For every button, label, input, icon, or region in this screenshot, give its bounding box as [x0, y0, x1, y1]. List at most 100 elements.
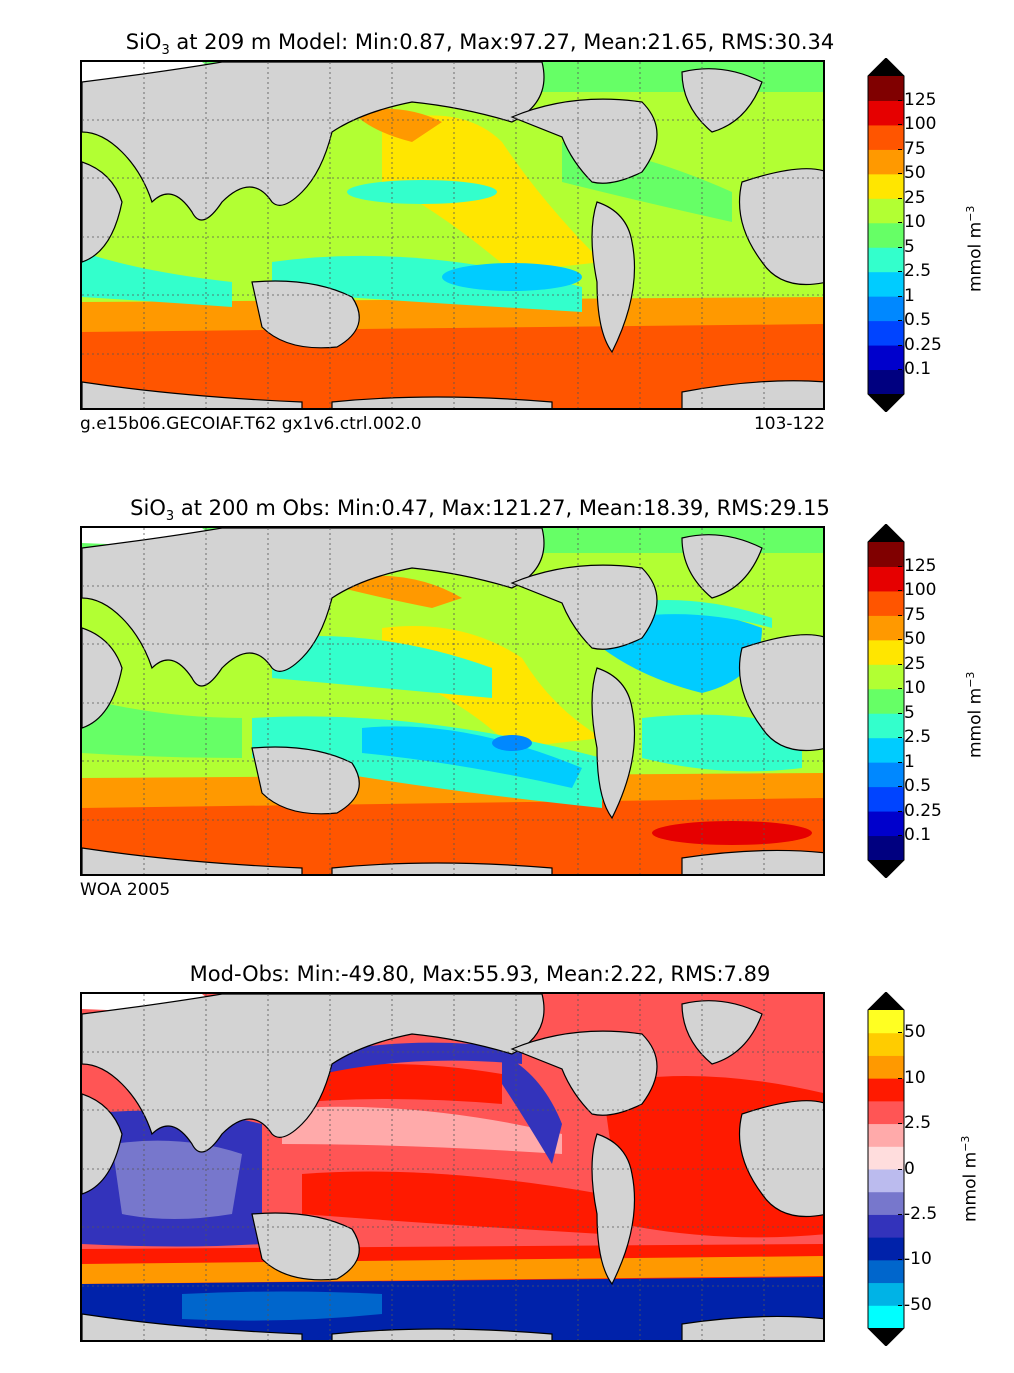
colorbar-tick-label: 0.5	[897, 776, 932, 797]
colorbar-segment	[868, 1078, 904, 1102]
colorbar-max-extend	[868, 524, 904, 542]
colorbar-segment	[868, 1191, 904, 1215]
colorbar-tick-label: 10	[898, 678, 926, 699]
colorbar-tick-label: 10	[898, 1067, 926, 1088]
diff-colorbar-ticks: 50 10 2.5 0 -2.5 -10 -50	[897, 992, 964, 1346]
colorbar-tick-label: 0.5	[897, 310, 932, 331]
diff-map-graphic	[82, 994, 823, 1340]
obs-colorbar-ticks: 125 100 75 50 25 10 5 2.5 1 0.5 0.25 0.1	[897, 524, 964, 878]
obs-panel-title: SiO3 at 200 m Obs: Min:0.47, Max:121.27,…	[130, 496, 830, 525]
colorbar-segment	[868, 271, 904, 297]
colorbar-min-extend	[868, 1328, 904, 1346]
colorbar-segment	[868, 1259, 904, 1284]
obs-panel: SiO3 at 200 m Obs: Min:0.47, Max:121.27,…	[0, 470, 1014, 940]
colorbar-segment	[868, 737, 904, 763]
colorbar-segment	[868, 786, 904, 812]
colorbar-segment	[868, 835, 904, 861]
colorbar-segment	[868, 811, 904, 837]
model-panel: SiO3 at 209 m Model: Min:0.87, Max:97.27…	[0, 0, 1014, 470]
colorbar-segment	[868, 639, 904, 665]
colorbar-segment	[868, 713, 904, 739]
colorbar-segment	[868, 664, 904, 690]
colorbar-segment	[868, 345, 904, 371]
colorbar-segment	[868, 1123, 904, 1147]
colorbar-tick-label: 2.5	[897, 1113, 932, 1134]
colorbar-tick-label: 0.25	[898, 334, 942, 355]
model-map	[80, 60, 825, 410]
colorbar-segment	[868, 222, 904, 248]
diff-panel-title: Mod-Obs: Min:-49.80, Max:55.93, Mean:2.2…	[189, 962, 771, 986]
colorbar-tick-label: 50	[898, 629, 926, 650]
obs-colorbar	[866, 524, 906, 878]
colorbar-tick-label: 100	[897, 114, 937, 135]
colorbar-segment	[868, 100, 904, 126]
colorbar-tick-label: 1	[898, 285, 915, 306]
colorbar-segment	[868, 369, 904, 395]
colorbar-segment	[868, 566, 904, 592]
colorbar-tick-label: 125	[897, 89, 937, 110]
colorbar-min-extend	[868, 394, 904, 412]
model-units-label: mmol m−3	[964, 205, 986, 292]
colorbar-segment	[868, 615, 904, 641]
diff-map	[80, 992, 825, 1342]
colorbar-tick-label: 50	[898, 1022, 926, 1043]
diff-panel: Mod-Obs: Min:-49.80, Max:55.93, Mean:2.2…	[0, 940, 1014, 1373]
colorbar-tick-label: 25	[898, 653, 926, 674]
model-panel-title: SiO3 at 209 m Model: Min:0.87, Max:97.27…	[125, 30, 835, 59]
obs-source-label: WOA 2005	[80, 880, 171, 900]
colorbar-segment	[868, 1032, 904, 1056]
colorbar-tick-label: 75	[898, 138, 926, 159]
colorbar-tick-label: 50	[898, 163, 926, 184]
colorbar-segment	[868, 1237, 904, 1261]
colorbar-segment	[868, 1100, 904, 1125]
diff-units-label: mmol m−3	[959, 1135, 981, 1222]
colorbar-segment	[868, 1214, 904, 1238]
diff-colorbar	[866, 992, 906, 1346]
colorbar-tick-label: 0.25	[898, 800, 942, 821]
colorbar-tick-label: 0.1	[897, 825, 932, 846]
colorbar-segment	[868, 173, 904, 199]
colorbar-segment	[868, 590, 904, 616]
colorbar-segment	[868, 1055, 904, 1079]
model-colorbar-ticks: 125 100 75 50 25 10 5 2.5 1 0.5 0.25 0.1	[897, 58, 964, 412]
model-colorbar	[866, 58, 906, 412]
colorbar-min-extend	[868, 860, 904, 878]
colorbar-tick-label: -50	[898, 1294, 932, 1315]
colorbar-tick-label: 1	[898, 751, 915, 772]
model-year-range: 103-122	[753, 414, 825, 434]
colorbar-segment	[868, 247, 904, 273]
colorbar-tick-label: 125	[897, 555, 937, 576]
colorbar-tick-label: 5	[898, 702, 915, 723]
colorbar-max-extend	[868, 992, 904, 1010]
model-map-graphic	[82, 62, 823, 408]
colorbar-tick-label: 2.5	[897, 727, 932, 748]
colorbar-tick-label: 0.1	[897, 359, 932, 380]
colorbar-segment	[868, 1146, 904, 1170]
colorbar-segment	[868, 296, 904, 322]
colorbar-segment	[868, 762, 904, 788]
colorbar-segment	[868, 1169, 904, 1193]
colorbar-tick-label: 0	[898, 1158, 915, 1179]
obs-units-label: mmol m−3	[964, 671, 986, 758]
colorbar-segment	[868, 320, 904, 346]
obs-map-graphic	[82, 528, 823, 874]
model-run-name: g.e15b06.GECOIAF.T62 gx1v6.ctrl.002.0	[80, 414, 422, 434]
colorbar-segment	[868, 1305, 904, 1329]
obs-map	[80, 526, 825, 876]
colorbar-segment	[868, 688, 904, 714]
colorbar-segment	[868, 76, 904, 101]
colorbar-tick-label: 100	[897, 580, 937, 601]
colorbar-tick-label: 25	[898, 187, 926, 208]
colorbar-tick-label: 2.5	[897, 261, 932, 282]
colorbar-tick-label: -10	[898, 1249, 932, 1270]
colorbar-segment	[868, 1010, 904, 1034]
colorbar-segment	[868, 542, 904, 567]
colorbar-segment	[868, 149, 904, 175]
colorbar-tick-label: 10	[898, 212, 926, 233]
colorbar-tick-label: -2.5	[897, 1203, 938, 1224]
colorbar-segment	[868, 1282, 904, 1306]
colorbar-tick-label: 5	[898, 236, 915, 257]
colorbar-max-extend	[868, 58, 904, 76]
colorbar-tick-label: 75	[898, 604, 926, 625]
colorbar-segment	[868, 198, 904, 224]
